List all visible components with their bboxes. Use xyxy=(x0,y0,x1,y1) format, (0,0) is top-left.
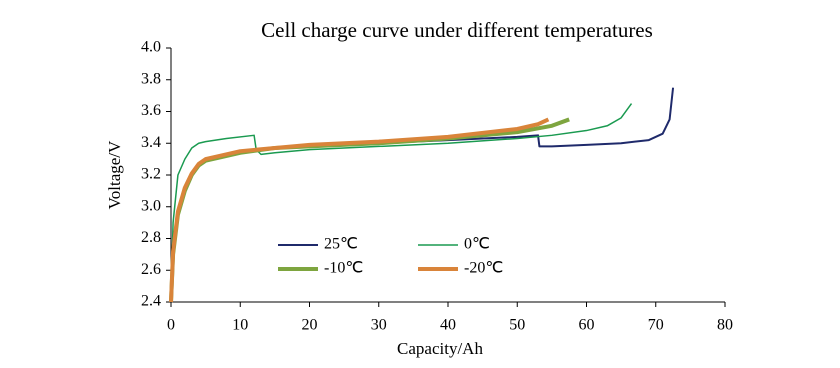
legend-label: 0℃ xyxy=(464,236,490,253)
x-tick-label: 70 xyxy=(648,317,664,334)
y-tick-label: 2.8 xyxy=(141,229,161,246)
y-tick-label: 3.4 xyxy=(141,134,161,151)
y-tick-label: 3.2 xyxy=(141,166,161,183)
chart-title: Cell charge curve under different temper… xyxy=(261,18,653,42)
x-tick-label: 20 xyxy=(302,317,318,334)
x-tick-label: 80 xyxy=(717,317,733,334)
y-tick-label: 2.4 xyxy=(141,293,161,310)
legend-label: -20℃ xyxy=(464,260,503,277)
x-tick-label: 0 xyxy=(167,317,175,334)
y-tick-label: 2.6 xyxy=(141,261,161,278)
legend-label: -10℃ xyxy=(324,260,363,277)
x-tick-label: 30 xyxy=(371,317,387,334)
y-tick-label: 3.0 xyxy=(141,197,161,214)
y-tick-label: 4.0 xyxy=(141,39,161,56)
y-axis-label: Voltage/V xyxy=(105,140,124,209)
x-tick-label: 40 xyxy=(440,317,456,334)
x-tick-label: 50 xyxy=(509,317,525,334)
y-tick-label: 3.8 xyxy=(141,70,161,87)
series-line xyxy=(170,103,633,303)
legend-label: 25℃ xyxy=(324,236,358,253)
x-tick-label: 60 xyxy=(579,317,595,334)
x-axis-label: Capacity/Ah xyxy=(397,339,483,358)
y-tick-label: 3.6 xyxy=(141,102,161,119)
series-line xyxy=(169,117,550,303)
x-tick-label: 10 xyxy=(232,317,248,334)
